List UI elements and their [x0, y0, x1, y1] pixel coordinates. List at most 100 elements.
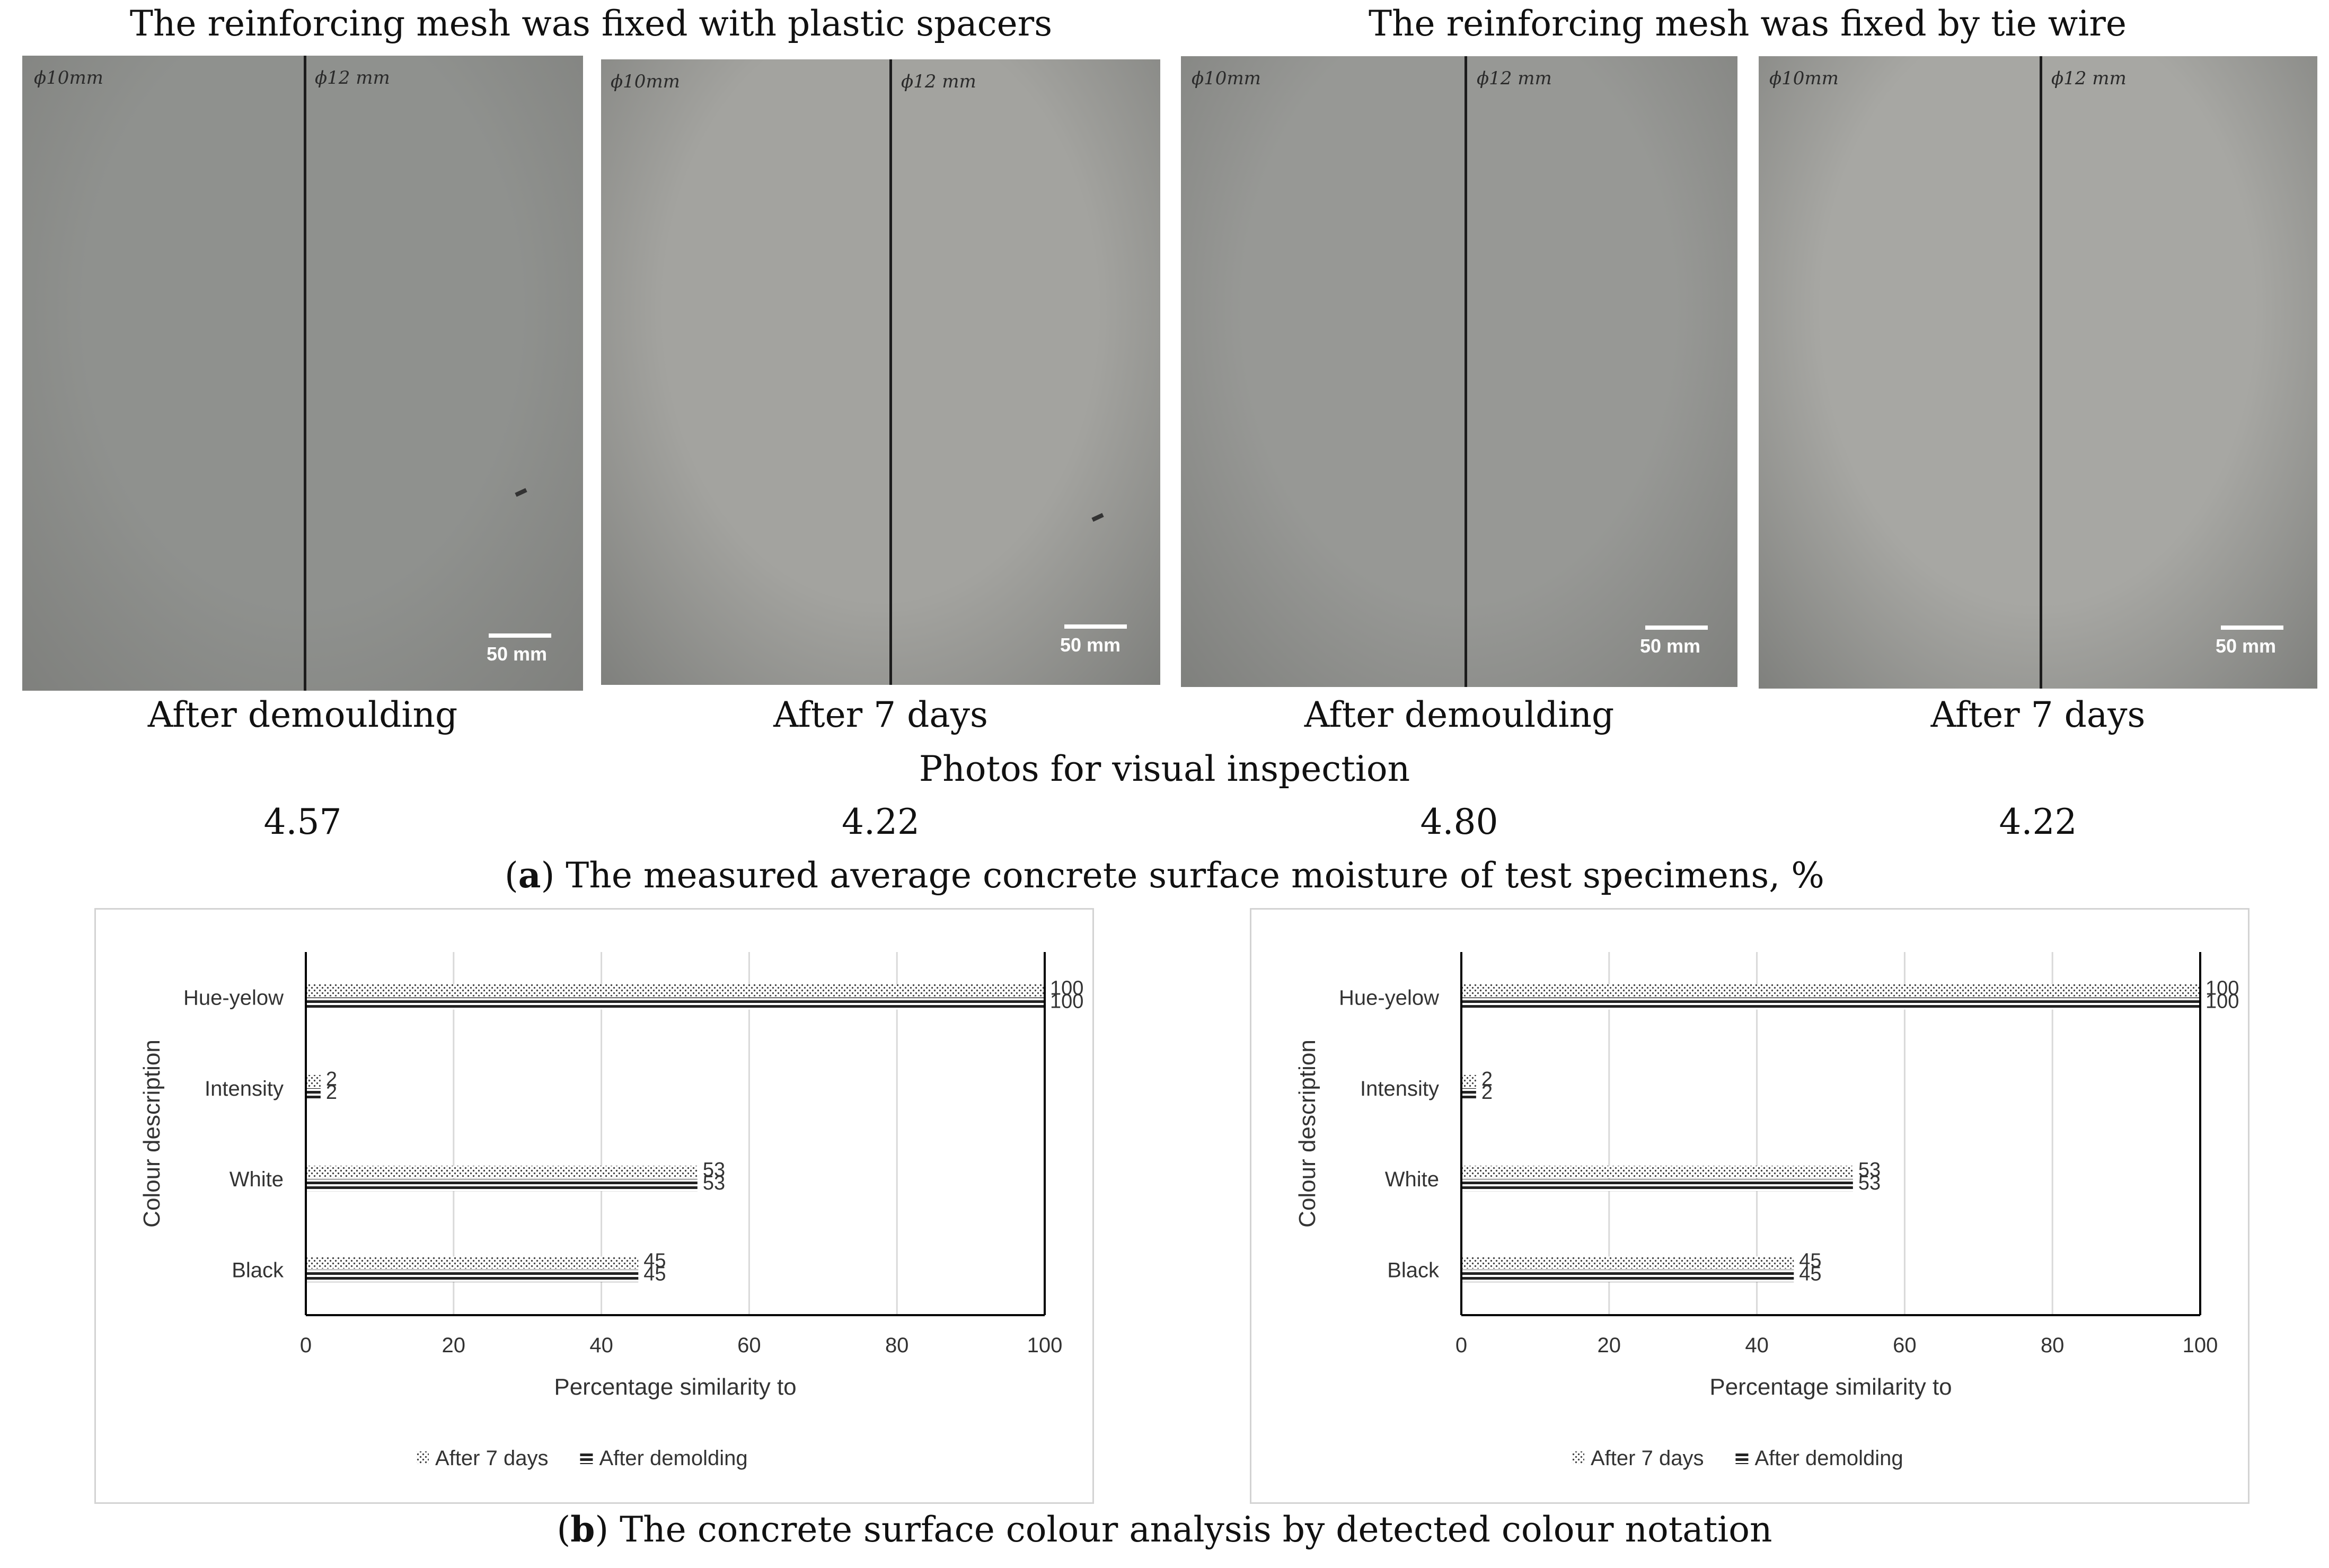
y-axis-title: Colour description — [1294, 1040, 1320, 1228]
data-label: 100 — [2206, 991, 2239, 1013]
category-label: Hue-yelow — [183, 986, 284, 1010]
photo-caption: After demoulding — [1304, 694, 1615, 735]
specimen-photo: ϕ10mm ϕ12 mm 50 mm — [1181, 56, 1737, 687]
bar — [306, 1074, 321, 1087]
x-tick-label: 0 — [1455, 1334, 1467, 1357]
group-title-plastic-spacers: The reinforcing mesh was fixed with plas… — [129, 3, 1053, 44]
bar — [306, 984, 1045, 997]
legend-label: After 7 days — [435, 1447, 548, 1470]
x-tick-label: 60 — [1893, 1334, 1917, 1357]
bar — [1461, 1270, 1794, 1282]
bar — [1461, 997, 2200, 1010]
visual-inspection-title: Photos for visual inspection — [919, 748, 1410, 789]
data-label: 100 — [2206, 977, 2239, 1000]
bar — [306, 1179, 698, 1192]
data-label: 45 — [643, 1263, 666, 1285]
y-axis-title: Colour description — [139, 1040, 165, 1228]
category-label: White — [1385, 1168, 1439, 1191]
x-tick-label: 40 — [1745, 1334, 1769, 1357]
data-label: 53 — [1858, 1159, 1881, 1181]
data-label: 2 — [326, 1081, 337, 1104]
bar — [1461, 1074, 1476, 1087]
divider-line — [2040, 56, 2042, 689]
specimen-photo: ϕ10mm ϕ12 mm 50 mm — [22, 56, 583, 691]
bar-diameter-label-left: ϕ10mm — [1192, 68, 1261, 89]
bar — [1461, 1256, 1794, 1269]
moisture-value: 4.80 — [1420, 801, 1498, 842]
scale-bar — [1645, 626, 1708, 630]
bar — [306, 1256, 639, 1269]
x-axis-title: Percentage similarity to — [1709, 1374, 1952, 1400]
legend-label: After 7 days — [1591, 1447, 1704, 1470]
group-title-tie-wire: The reinforcing mesh was fixed by tie wi… — [1369, 3, 2127, 44]
scale-bar-label: 50 mm — [1640, 635, 1701, 657]
category-label: Hue-yelow — [1339, 986, 1439, 1010]
specimen-photo: ϕ10mm ϕ12 mm 50 mm — [601, 59, 1160, 685]
x-tick-label: 80 — [885, 1334, 909, 1357]
bar-diameter-label-right: ϕ12 mm — [2051, 68, 2127, 89]
data-label: 2 — [326, 1068, 337, 1090]
chart-left: Hue-yelow 100 100 Intensity 2 2 White 53 53 Black… — [94, 908, 1094, 1504]
legend-swatch — [416, 1451, 429, 1464]
legend-swatch — [1735, 1451, 1749, 1464]
data-label: 53 — [703, 1159, 725, 1181]
caption-a-letter: a — [518, 855, 541, 896]
bar — [306, 997, 1045, 1010]
legend-swatch — [580, 1451, 593, 1464]
bar — [1461, 1179, 1853, 1192]
data-label: 45 — [1799, 1263, 1821, 1285]
divider-line — [889, 59, 892, 685]
chart-right: Hue-yelow 100 100 Intensity 2 2 White 53 53 Black… — [1250, 908, 2249, 1504]
caption-b-letter: b — [570, 1509, 595, 1550]
x-tick-label: 20 — [1598, 1334, 1621, 1357]
data-label: 100 — [1050, 991, 1083, 1013]
surface-mark — [1091, 513, 1104, 522]
bar-diameter-label-right: ϕ12 mm — [901, 71, 976, 92]
caption-b: (b) The concrete surface colour analysis… — [557, 1509, 1772, 1550]
bar-diameter-label-left: ϕ10mm — [611, 71, 680, 92]
scale-bar-label: 50 mm — [2216, 635, 2277, 657]
data-label: 53 — [1858, 1172, 1881, 1194]
category-label: Black — [232, 1258, 284, 1282]
specimen-photo: ϕ10mm ϕ12 mm 50 mm — [1759, 56, 2317, 689]
legend-swatch — [1572, 1451, 1584, 1464]
caption-a: (a) The measured average concrete surfac… — [505, 855, 1824, 896]
legend-label: After demolding — [599, 1447, 747, 1470]
caption-a-text: The measured average concrete surface mo… — [554, 855, 1824, 896]
x-tick-label: 40 — [589, 1334, 613, 1357]
x-axis-title: Percentage similarity to — [554, 1374, 796, 1400]
bar — [1461, 1088, 1476, 1100]
scale-bar-label: 50 mm — [1060, 634, 1121, 656]
caption-b-text: The concrete surface colour analysis by … — [608, 1509, 1772, 1550]
legend-label: After demolding — [1754, 1447, 1903, 1470]
bar — [306, 1088, 321, 1100]
category-label: Intensity — [205, 1077, 284, 1100]
bar — [1461, 984, 2200, 997]
x-tick-label: 20 — [442, 1334, 466, 1357]
photo-caption: After demoulding — [147, 694, 458, 735]
scale-bar-label: 50 mm — [487, 643, 548, 665]
x-tick-label: 80 — [2041, 1334, 2065, 1357]
moisture-value: 4.22 — [842, 801, 920, 842]
data-label: 2 — [1481, 1081, 1493, 1104]
category-label: Black — [1387, 1258, 1440, 1282]
bar-diameter-label-right: ϕ12 mm — [315, 67, 390, 89]
bar — [306, 1270, 639, 1282]
bar-diameter-label-left: ϕ10mm — [34, 67, 103, 89]
data-label: 100 — [1050, 977, 1083, 1000]
divider-line — [304, 56, 306, 691]
scale-bar — [489, 633, 551, 638]
photo-caption: After 7 days — [773, 694, 988, 735]
moisture-value: 4.57 — [263, 801, 342, 842]
divider-line — [1465, 56, 1467, 687]
data-label: 45 — [643, 1249, 666, 1272]
x-tick-label: 100 — [2183, 1334, 2218, 1357]
bar-diameter-label-right: ϕ12 mm — [1477, 68, 1552, 89]
category-label: White — [230, 1168, 284, 1191]
x-tick-label: 60 — [737, 1334, 761, 1357]
bar — [1461, 1166, 1853, 1178]
data-label: 2 — [1481, 1068, 1493, 1090]
data-label: 45 — [1799, 1249, 1821, 1272]
surface-mark — [515, 488, 527, 497]
